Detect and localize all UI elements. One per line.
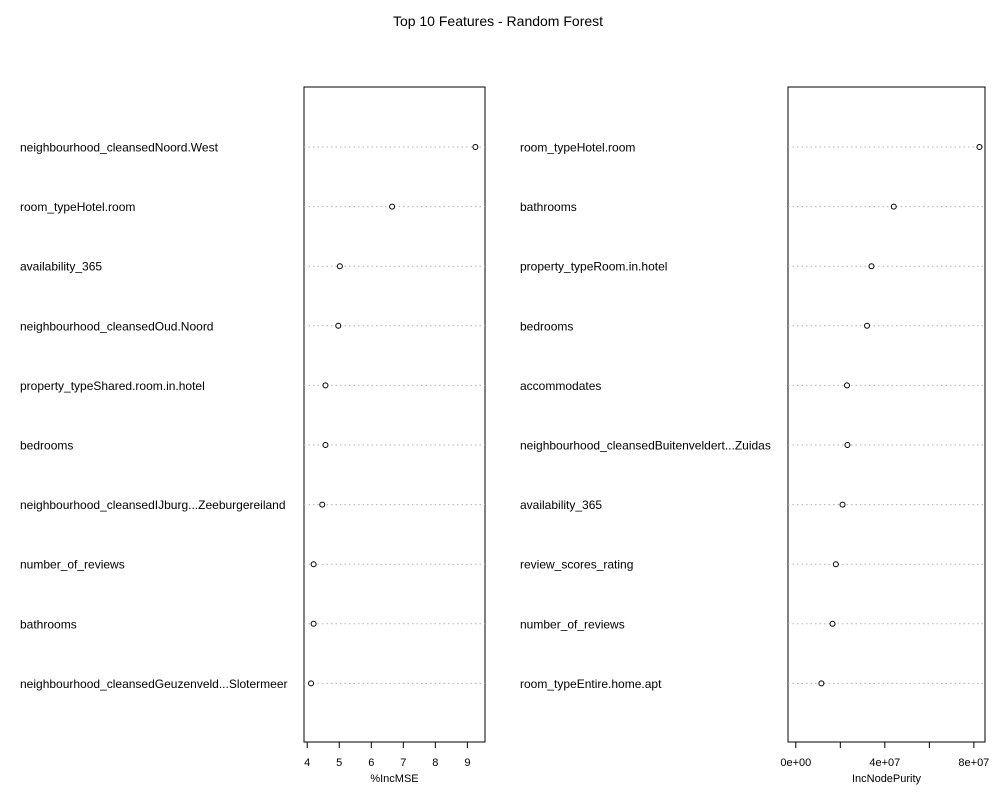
- data-point: [322, 382, 329, 389]
- data-point: [335, 322, 342, 329]
- data-point: [832, 561, 839, 568]
- data-point: [844, 442, 851, 448]
- feature-label: availability_365: [20, 260, 102, 274]
- data-point: [310, 561, 317, 568]
- data-point: [976, 144, 983, 150]
- x-axis-label: IncNodePurity: [852, 773, 922, 785]
- x-tick-label: 8: [432, 757, 438, 769]
- feature-label: accommodates: [520, 379, 601, 393]
- feature-label: number_of_reviews: [520, 617, 625, 631]
- data-point: [472, 144, 479, 150]
- data-point: [890, 203, 897, 210]
- data-point: [868, 263, 875, 270]
- feature-label: neighbourhood_cleansedGeuzenveld...Slote…: [20, 677, 288, 691]
- x-tick-label: 9: [464, 757, 470, 769]
- x-tick-label: 7: [400, 757, 406, 769]
- feature-label: review_scores_rating: [520, 558, 633, 572]
- x-tick-label: 8e+07: [958, 757, 989, 769]
- feature-label: room_typeHotel.room: [520, 141, 635, 155]
- x-tick-label: 5: [336, 757, 342, 769]
- data-point: [319, 501, 326, 508]
- plot-frame: [303, 86, 486, 743]
- feature-label: neighbourhood_cleansedIJburg...Zeeburger…: [20, 498, 286, 512]
- data-point: [839, 501, 846, 508]
- feature-label: neighbourhood_cleansedOud.Noord: [20, 319, 213, 333]
- feature-label: bathrooms: [20, 617, 77, 631]
- feature-label: bedrooms: [20, 439, 73, 453]
- feature-label: property_typeRoom.in.hotel: [520, 260, 667, 274]
- feature-label: bathrooms: [520, 200, 577, 214]
- feature-label: neighbourhood_cleansedNoord.West: [20, 141, 219, 155]
- data-point: [864, 322, 871, 329]
- data-point: [308, 680, 315, 687]
- data-point: [336, 263, 343, 270]
- feature-label: number_of_reviews: [20, 558, 125, 572]
- data-point: [843, 382, 850, 389]
- feature-label: room_typeHotel.room: [20, 200, 135, 214]
- data-point: [389, 203, 396, 210]
- data-point: [818, 680, 825, 687]
- panel-2: room_typeHotel.room bathrooms property_typ…: [520, 86, 989, 785]
- feature-label: bedrooms: [520, 319, 573, 333]
- data-point: [829, 620, 836, 627]
- data-point: [322, 442, 329, 448]
- x-tick-label: 4e+07: [869, 757, 900, 769]
- x-tick-label: 0e+00: [780, 757, 811, 769]
- x-axis-label: %IncMSE: [370, 773, 418, 785]
- x-tick-label: 4: [304, 757, 310, 769]
- feature-label: availability_365: [520, 498, 602, 512]
- feature-label: neighbourhood_cleansedBuitenveldert...Zu…: [520, 439, 771, 453]
- feature-label: property_typeShared.room.in.hotel: [20, 379, 205, 393]
- data-point: [310, 620, 317, 627]
- feature-label: room_typeEntire.home.apt: [520, 677, 662, 691]
- chart-title: Top 10 Features - Random Forest: [393, 13, 603, 29]
- x-tick-label: 6: [368, 757, 374, 769]
- panel-1: neighbourhood_cleansedNoord.West room_typ…: [20, 86, 486, 785]
- plot-frame: [787, 86, 986, 743]
